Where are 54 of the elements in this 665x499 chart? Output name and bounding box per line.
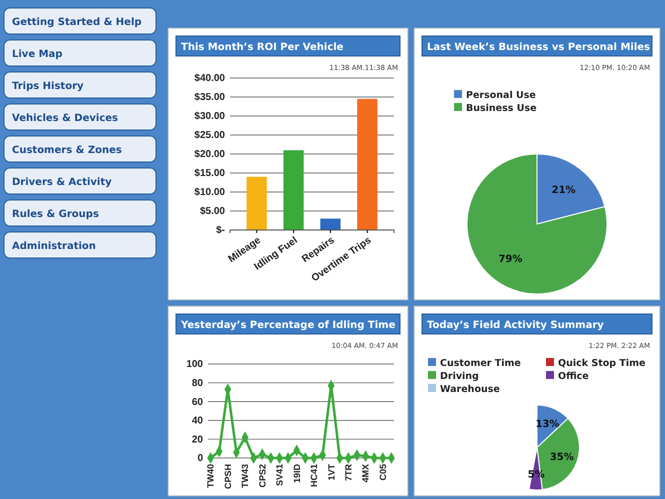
y-tick-label: 40: [192, 416, 204, 427]
y-tick-label: $10.00: [194, 187, 226, 198]
legend-label: Business Use: [466, 103, 537, 114]
y-tick-label: 20: [192, 434, 204, 446]
y-tick-label: $5.00: [200, 206, 226, 218]
legend-label: Driving: [440, 371, 479, 382]
legend-label: Personal Use: [466, 90, 536, 101]
chart-title: This Month’s ROI Per Vehicle: [181, 42, 344, 53]
x-tick-label: 7TR: [344, 464, 354, 482]
x-tick-label: CPS2: [257, 464, 268, 488]
y-tick-label: $-: [216, 225, 225, 236]
y-tick-label: $20.00: [194, 149, 226, 160]
chart-title: Yesterday’s Percentage of Idling Time: [180, 320, 396, 331]
bar: [320, 218, 341, 230]
data-label: 35%: [550, 452, 574, 463]
legend-label: Office: [558, 371, 589, 382]
y-tick-label: $15.00: [194, 168, 226, 180]
y-tick-label: 80: [192, 378, 204, 389]
x-tick-label: CPSH: [222, 464, 233, 490]
x-tick-label: 4MX: [360, 464, 371, 483]
text: Live Map: [12, 49, 62, 60]
y-tick-label: $25.00: [194, 130, 226, 142]
text: Trips History: [12, 81, 84, 92]
chart-title: Today’s Field Activity Summary: [427, 320, 604, 331]
text: Vehicles & Devices: [12, 113, 118, 124]
x-tick-label: TW43: [240, 464, 250, 488]
y-tick-label: $30.00: [194, 111, 226, 122]
x-tick-label: SV41: [274, 464, 285, 486]
pie-slice: [466, 154, 608, 294]
x-tick-label: 19ID: [292, 464, 302, 484]
bar: [357, 98, 378, 230]
data-label: 79%: [498, 254, 522, 265]
y-tick-label: 0: [197, 453, 204, 464]
y-tick-label: $40.00: [194, 73, 226, 84]
bar: [246, 176, 267, 230]
x-tick-label: 1VT: [326, 464, 336, 481]
data-label: 21%: [552, 185, 576, 196]
x-tick-label: C05: [378, 464, 388, 481]
text: Customers & Zones: [12, 145, 122, 156]
text: Getting Started & Help: [12, 17, 142, 28]
legend-label: Quick Stop Time: [558, 358, 646, 369]
legend-label: Warehouse: [440, 384, 500, 395]
y-tick-label: 100: [186, 359, 204, 370]
text: Rules & Groups: [12, 209, 99, 220]
x-tick-label: TW40: [206, 464, 216, 488]
text: Drivers & Activity: [12, 177, 112, 188]
data-label: 5%: [528, 469, 545, 480]
y-tick-label: $35.00: [194, 92, 226, 104]
bar: [283, 150, 304, 230]
chart-title: Last Week’s Business vs Personal Miles: [427, 42, 650, 53]
x-tick-label: HC41: [309, 464, 320, 488]
y-tick-label: 60: [192, 396, 204, 408]
legend-label: Customer Time: [440, 358, 521, 369]
text: Administration: [12, 241, 96, 252]
